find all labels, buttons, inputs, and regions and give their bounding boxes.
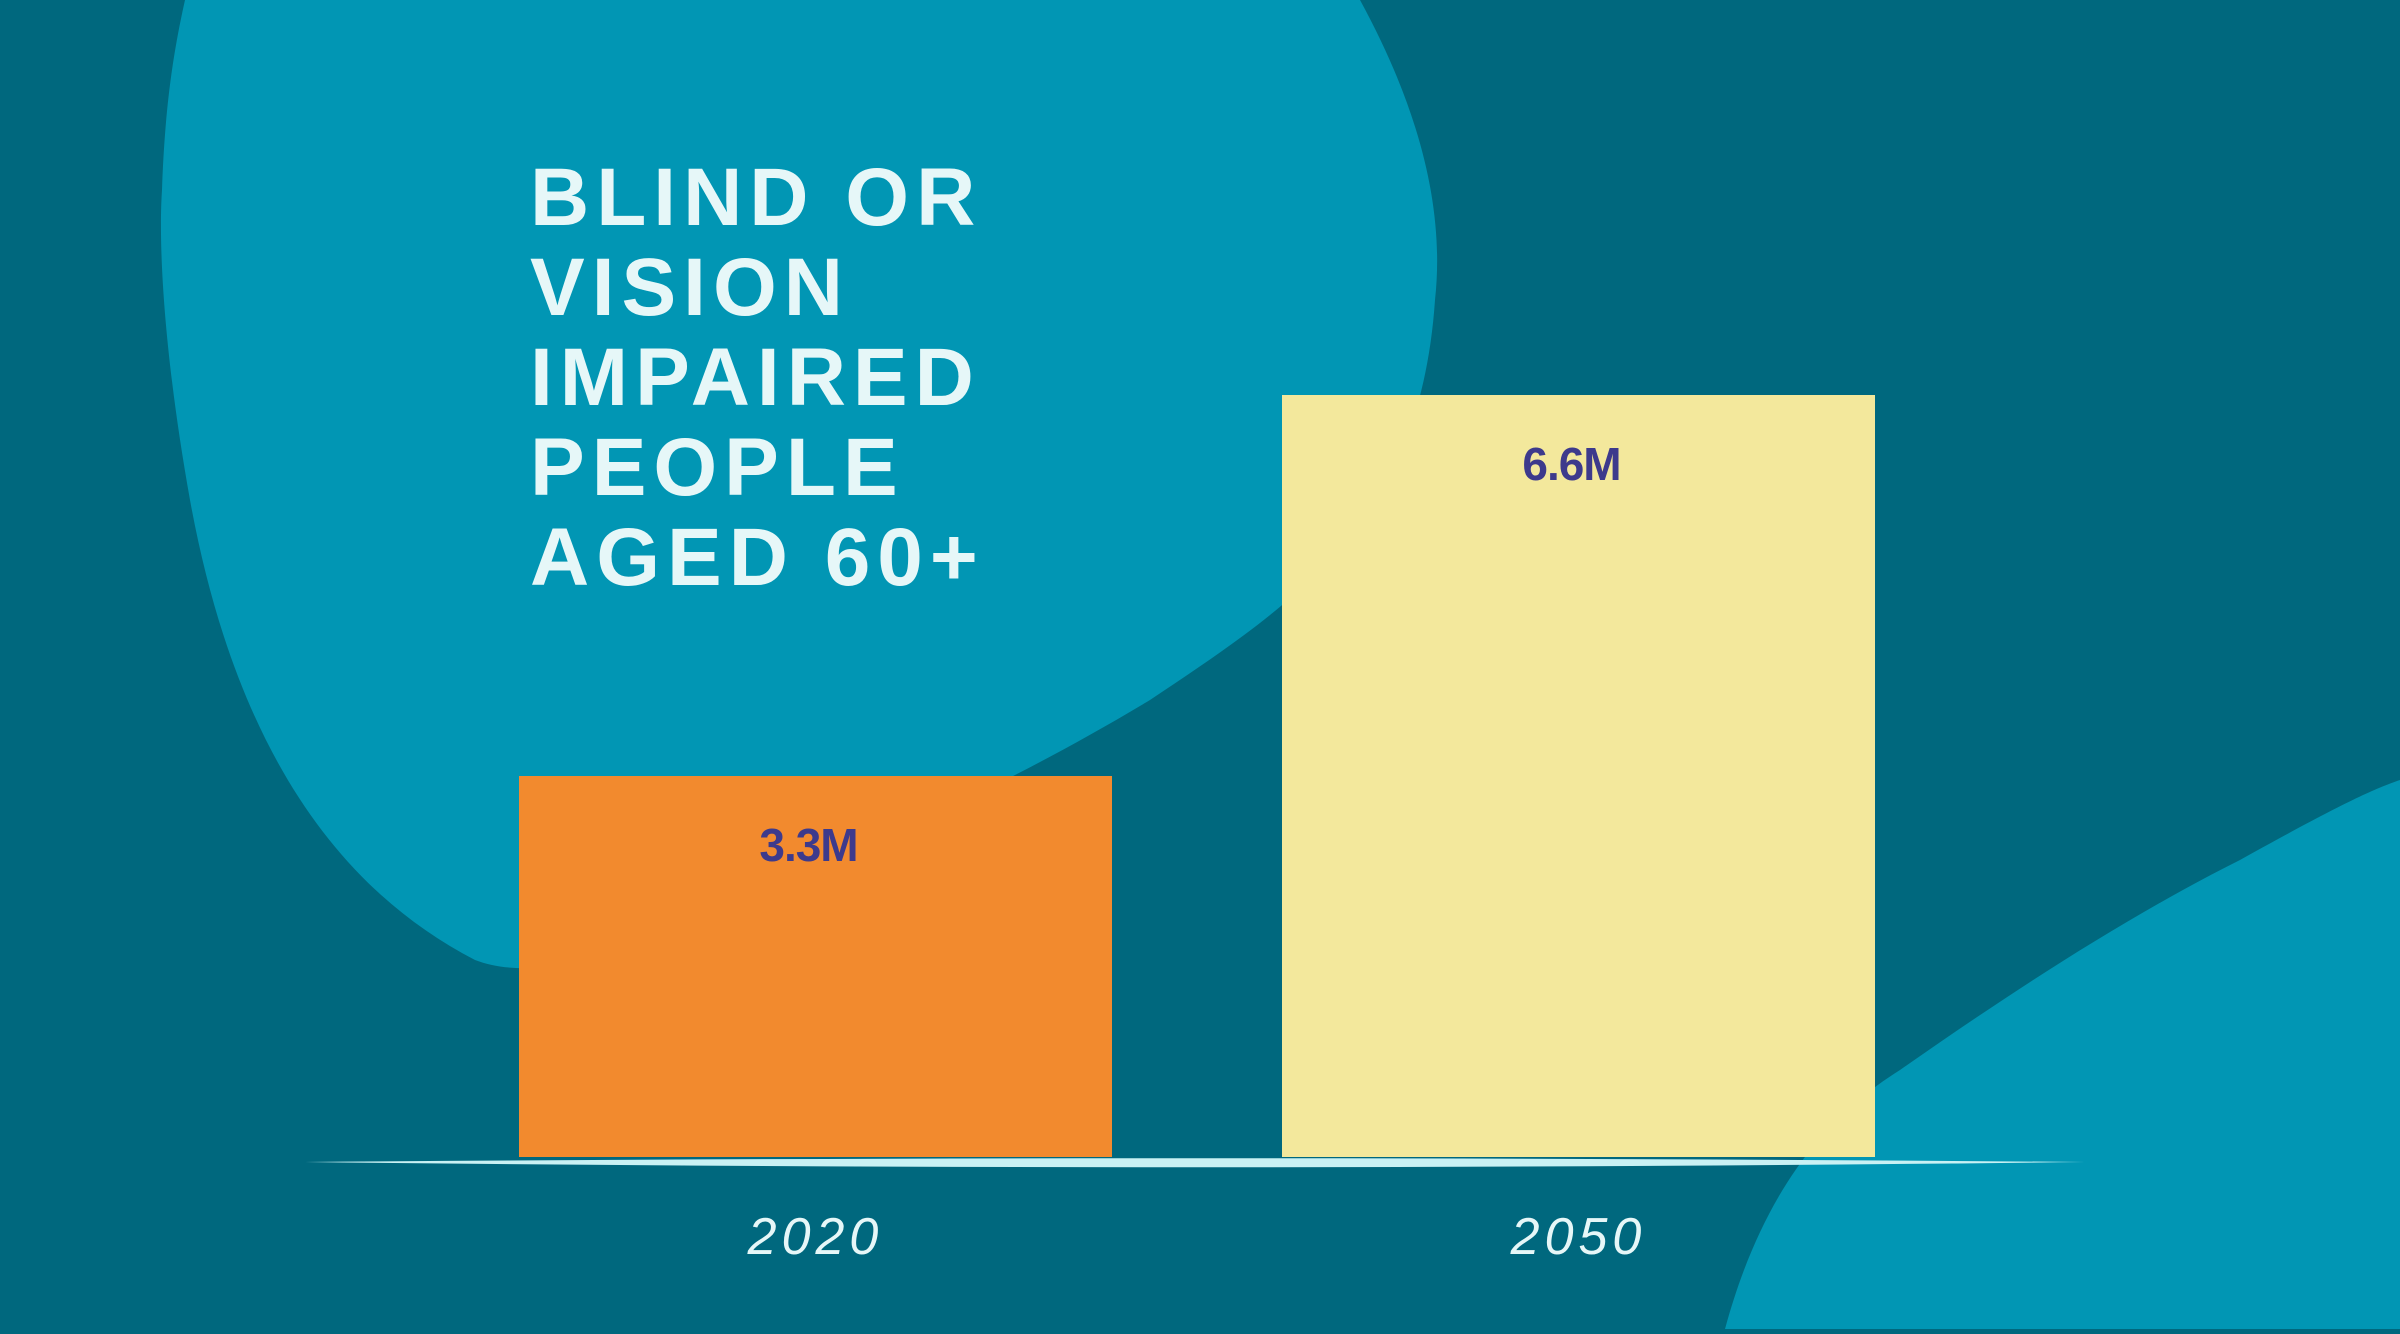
bar-value-label-2020: 3.3M bbox=[759, 819, 857, 871]
x-axis-tick-labels: 2020 2050 bbox=[747, 1208, 1647, 1266]
x-tick-label-2020: 2020 bbox=[747, 1208, 884, 1266]
title-line: AGED 60+ bbox=[530, 512, 985, 603]
baseline bbox=[305, 1158, 2085, 1168]
bar-value-labels: 3.3M 6.6M bbox=[759, 438, 1621, 871]
bar-2020 bbox=[519, 776, 1112, 1157]
bar-value-label-2050: 6.6M bbox=[1522, 438, 1620, 490]
title-line: VISION bbox=[530, 242, 850, 333]
bars bbox=[519, 395, 1875, 1157]
background-blob-right bbox=[1725, 780, 2400, 1329]
title-line: IMPAIRED bbox=[530, 332, 981, 423]
background-blob-left bbox=[160, 0, 1438, 969]
x-tick-label-2050: 2050 bbox=[1510, 1208, 1647, 1266]
bar-2050 bbox=[1282, 395, 1875, 1157]
title-line: BLIND OR bbox=[530, 152, 982, 243]
title-line: PEOPLE bbox=[530, 422, 905, 513]
